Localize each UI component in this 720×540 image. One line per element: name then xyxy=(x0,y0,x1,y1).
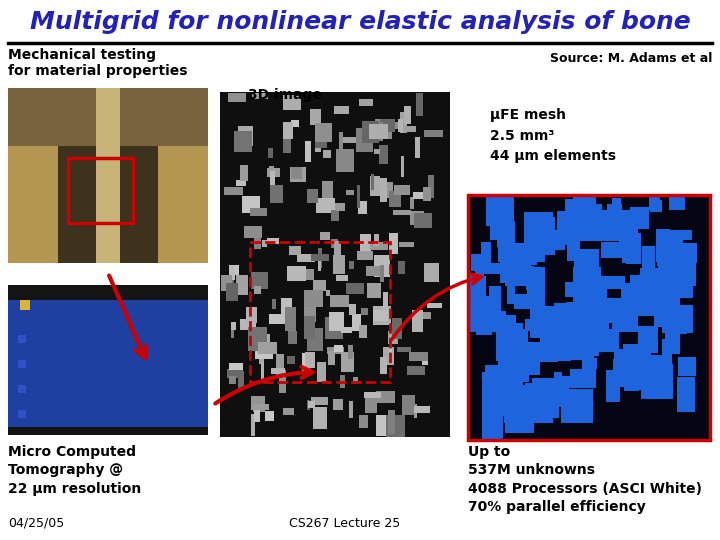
Bar xyxy=(68,158,133,223)
Text: Mechanical testing
for material properties: Mechanical testing for material properti… xyxy=(8,48,187,78)
Bar xyxy=(250,242,390,382)
Text: Source: M. Adams et al: Source: M. Adams et al xyxy=(549,52,712,65)
Bar xyxy=(468,195,710,440)
Text: 3D image: 3D image xyxy=(248,88,322,102)
Text: μFE mesh
2.5 mm³
44 μm elements: μFE mesh 2.5 mm³ 44 μm elements xyxy=(490,108,616,163)
Text: 04/25/05: 04/25/05 xyxy=(8,517,64,530)
Text: Multigrid for nonlinear elastic analysis of bone: Multigrid for nonlinear elastic analysis… xyxy=(30,10,690,34)
Text: Up to
537M unknowns
4088 Processors (ASCI White)
70% parallel efficiency: Up to 537M unknowns 4088 Processors (ASC… xyxy=(468,445,702,514)
Text: Micro Computed
Tomography @
22 μm resolution: Micro Computed Tomography @ 22 μm resolu… xyxy=(8,445,141,496)
Text: CS267 Lecture 25: CS267 Lecture 25 xyxy=(289,517,400,530)
